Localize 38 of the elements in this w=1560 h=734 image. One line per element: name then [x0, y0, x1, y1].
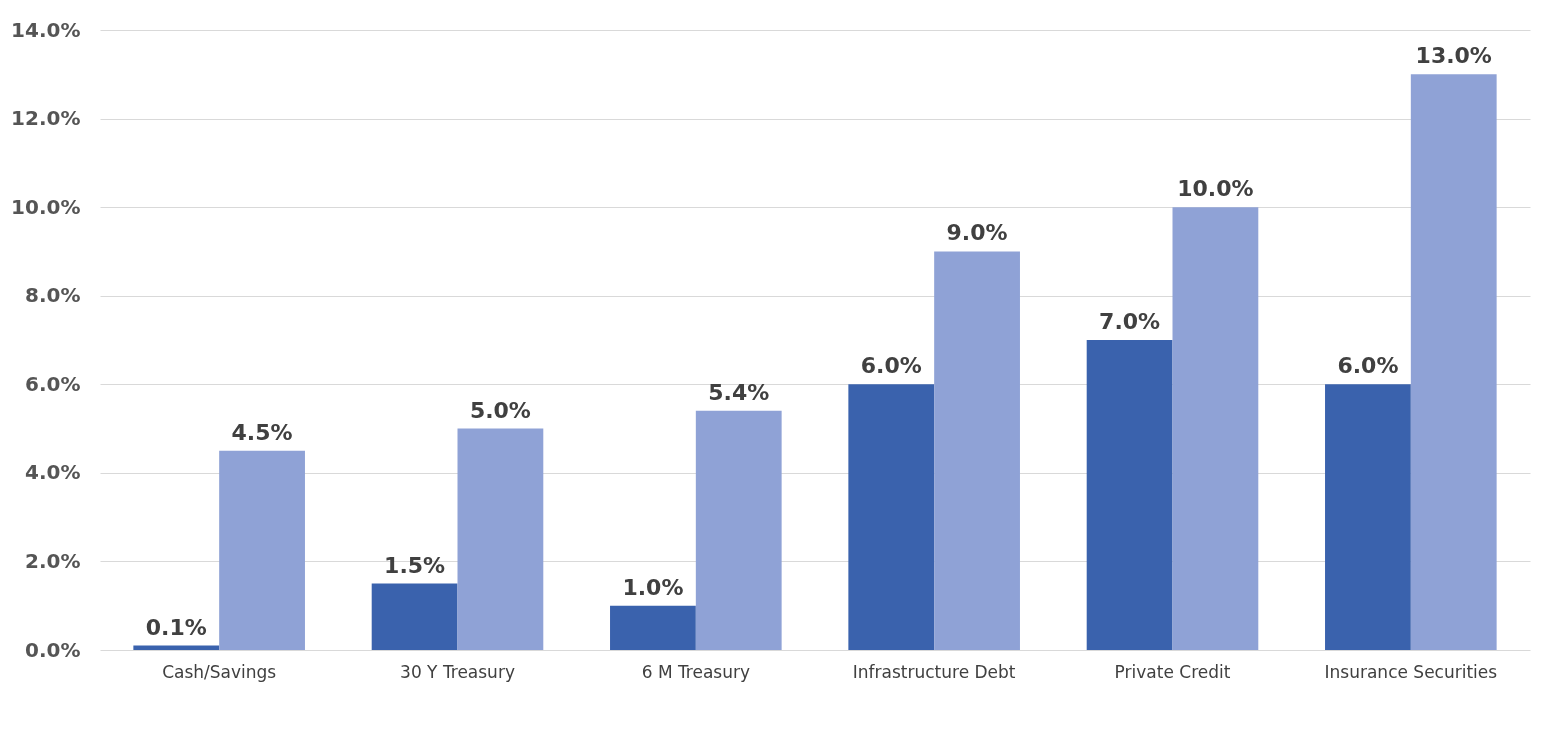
data-label: 4.5% [231, 419, 293, 445]
bar [371, 583, 458, 650]
data-label: 6.0% [1337, 353, 1399, 379]
data-label: 13.0% [1415, 43, 1492, 69]
y-tick-label: 0.0% [25, 637, 81, 662]
bar [1086, 340, 1173, 650]
x-tick-label: Insurance Securities [1324, 661, 1498, 682]
data-label: 7.0% [1099, 309, 1161, 334]
y-tick-label: 2.0% [25, 548, 81, 573]
x-tick-label: 30 Y Treasury [400, 661, 515, 682]
data-label: 1.0% [622, 574, 684, 600]
data-label: 0.1% [145, 614, 207, 640]
bar [1172, 207, 1259, 650]
y-tick-label: 14.0% [11, 17, 81, 42]
data-label: 5.4% [708, 379, 770, 405]
y-tick-label: 10.0% [11, 194, 81, 219]
bar [1325, 384, 1411, 650]
data-label: 10.0% [1177, 176, 1254, 202]
bar [934, 251, 1020, 650]
x-tick-label: 6 M Treasury [641, 661, 751, 682]
x-tick-label: Cash/Savings [162, 661, 277, 682]
bar [695, 410, 782, 650]
y-tick-label: 12.0% [11, 106, 81, 131]
bar [457, 428, 544, 650]
y-tick-label: 8.0% [25, 283, 81, 308]
bar [610, 605, 696, 650]
data-label: 1.5% [384, 552, 446, 578]
bar [219, 450, 305, 650]
y-tick-label: 6.0% [25, 371, 81, 396]
data-label: 5.0% [469, 397, 531, 423]
data-label: 9.0% [946, 220, 1008, 246]
bar [133, 645, 220, 650]
x-tick-label: Infrastructure Debt [852, 661, 1016, 682]
x-tick-label: Private Credit [1114, 661, 1231, 682]
data-label: 6.0% [860, 353, 922, 379]
y-tick-label: 4.0% [25, 460, 81, 485]
bar [848, 384, 935, 650]
bar [1410, 74, 1497, 650]
